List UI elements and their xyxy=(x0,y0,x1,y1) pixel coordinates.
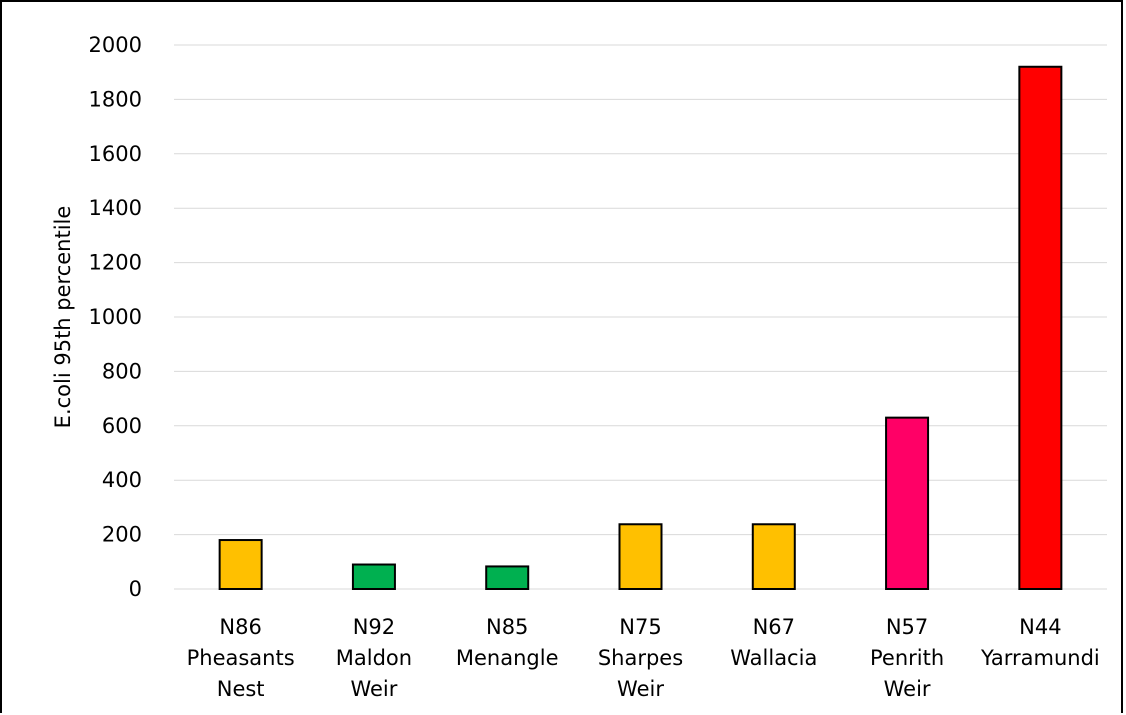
y-tick-labels: 0 200 400 600 800 1000 1200 1400 1600 1800 2000 xyxy=(89,33,142,601)
y-tick-label: 200 xyxy=(102,523,142,547)
y-tick-label: 0 xyxy=(129,577,142,601)
y-tick-label: 800 xyxy=(102,359,142,383)
y-axis-title: E.coli 95th percentile xyxy=(51,206,75,429)
y-tick-label: 400 xyxy=(102,468,142,492)
x-tick-label: N92 Maldon Weir xyxy=(336,615,412,701)
x-tick-label: N86 Pheasants Nest xyxy=(187,615,295,701)
x-tick-label: N85 Menangle xyxy=(456,615,559,670)
bar xyxy=(218,539,263,590)
y-tick-label: 2000 xyxy=(89,33,142,57)
y-tick-label: 1600 xyxy=(89,142,142,166)
y-tick-label: 1200 xyxy=(89,251,142,275)
x-tick-labels: N86 Pheasants Nest N92 Maldon Weir N85 Menangle… xyxy=(187,615,1100,701)
y-tick-label: 600 xyxy=(102,414,142,438)
y-tick-label: 1800 xyxy=(89,87,142,111)
bar xyxy=(618,523,663,590)
bar xyxy=(485,565,530,591)
x-tick-label: N57 Penrith Weir xyxy=(870,615,944,701)
bar xyxy=(351,563,396,591)
bar xyxy=(751,523,796,590)
bar xyxy=(1018,65,1063,590)
x-tick-label: N67 Wallacia xyxy=(730,615,817,670)
bar xyxy=(885,416,930,591)
y-tick-label: 1400 xyxy=(89,196,142,220)
gridlines xyxy=(174,44,1107,590)
x-tick-label: N75 Sharpes Weir xyxy=(598,615,683,701)
bars xyxy=(218,65,1063,591)
x-tick-label: N44 Yarramundi xyxy=(980,615,1100,670)
y-tick-label: 1000 xyxy=(89,305,142,329)
